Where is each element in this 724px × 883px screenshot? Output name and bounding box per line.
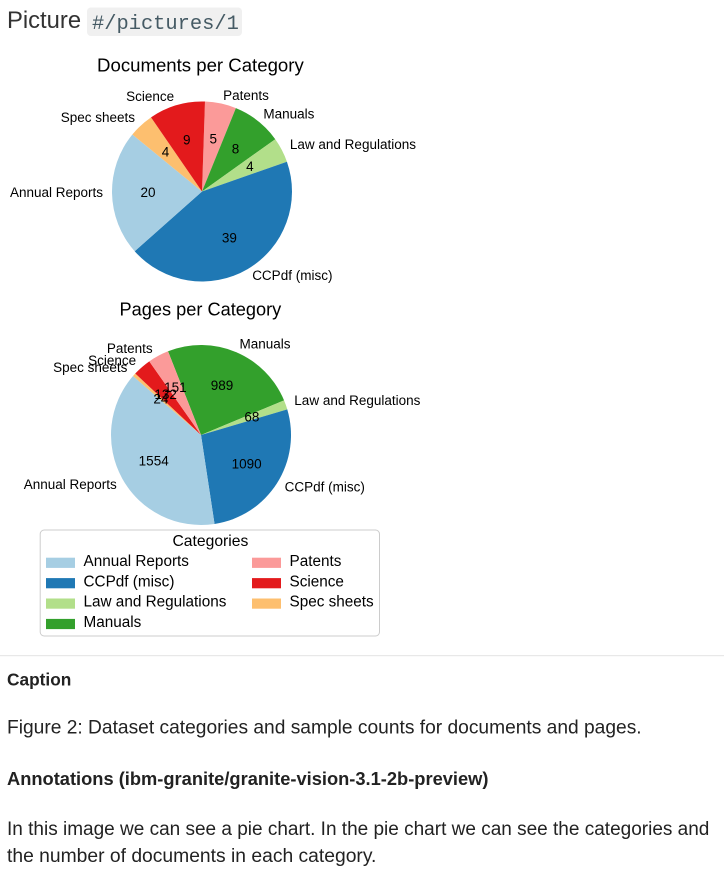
svg-text:Caption: Caption [7,669,71,689]
svg-text:5: 5 [209,131,217,146]
svg-text:9: 9 [183,132,191,147]
svg-text:Categories: Categories [172,533,248,550]
svg-text:Science: Science [126,89,174,104]
svg-text:68: 68 [244,410,259,425]
svg-text:20: 20 [140,185,155,200]
svg-text:Picture: Picture [7,7,81,34]
svg-text:Law and Regulations: Law and Regulations [294,393,420,408]
svg-text:Manuals: Manuals [263,106,314,121]
svg-text:Spec sheets: Spec sheets [53,360,128,375]
svg-text:CCPdf (misc): CCPdf (misc) [252,268,332,283]
svg-text:CCPdf (misc): CCPdf (misc) [285,479,365,494]
svg-text:the number of documents in eac: the number of documents in each category… [7,846,376,867]
svg-text:In this image we can see a pie: In this image we can see a pie chart. In… [7,819,709,840]
svg-text:Annual Reports: Annual Reports [24,477,117,492]
svg-text:4: 4 [162,144,170,159]
svg-text:Spec sheets: Spec sheets [61,110,136,125]
svg-text:1090: 1090 [232,457,262,472]
svg-text:Figure 2: Dataset categories a: Figure 2: Dataset categories and sample … [7,718,642,739]
svg-text:132: 132 [154,387,177,402]
svg-text:Documents per Category: Documents per Category [97,55,304,76]
svg-text:39: 39 [222,231,237,246]
svg-text:Annotations (ibm-granite/grani: Annotations (ibm-granite/granite-vision-… [7,768,488,789]
svg-text:24: 24 [153,392,169,407]
svg-text:Patents: Patents [107,341,153,356]
svg-text:Annual Reports: Annual Reports [10,185,103,200]
svg-text:Science: Science [88,353,136,368]
svg-text:989: 989 [211,378,234,393]
svg-text:#/pictures/1: #/pictures/1 [92,13,239,36]
svg-text:Manuals: Manuals [84,614,142,631]
svg-text:Law and Regulations: Law and Regulations [290,137,416,152]
svg-text:151: 151 [164,380,187,395]
svg-text:Patents: Patents [290,553,342,570]
svg-text:8: 8 [232,142,240,157]
svg-text:Spec sheets: Spec sheets [290,594,375,611]
svg-text:1554: 1554 [139,454,170,469]
svg-text:Manuals: Manuals [240,336,291,351]
svg-text:4: 4 [246,159,254,174]
svg-text:Annual Reports: Annual Reports [84,553,190,570]
svg-text:Science: Science [290,573,344,590]
svg-text:CCPdf (misc): CCPdf (misc) [84,573,175,590]
svg-text:Pages per Category: Pages per Category [120,300,283,320]
svg-text:Patents: Patents [223,88,269,103]
svg-text:Law and Regulations: Law and Regulations [84,594,227,611]
